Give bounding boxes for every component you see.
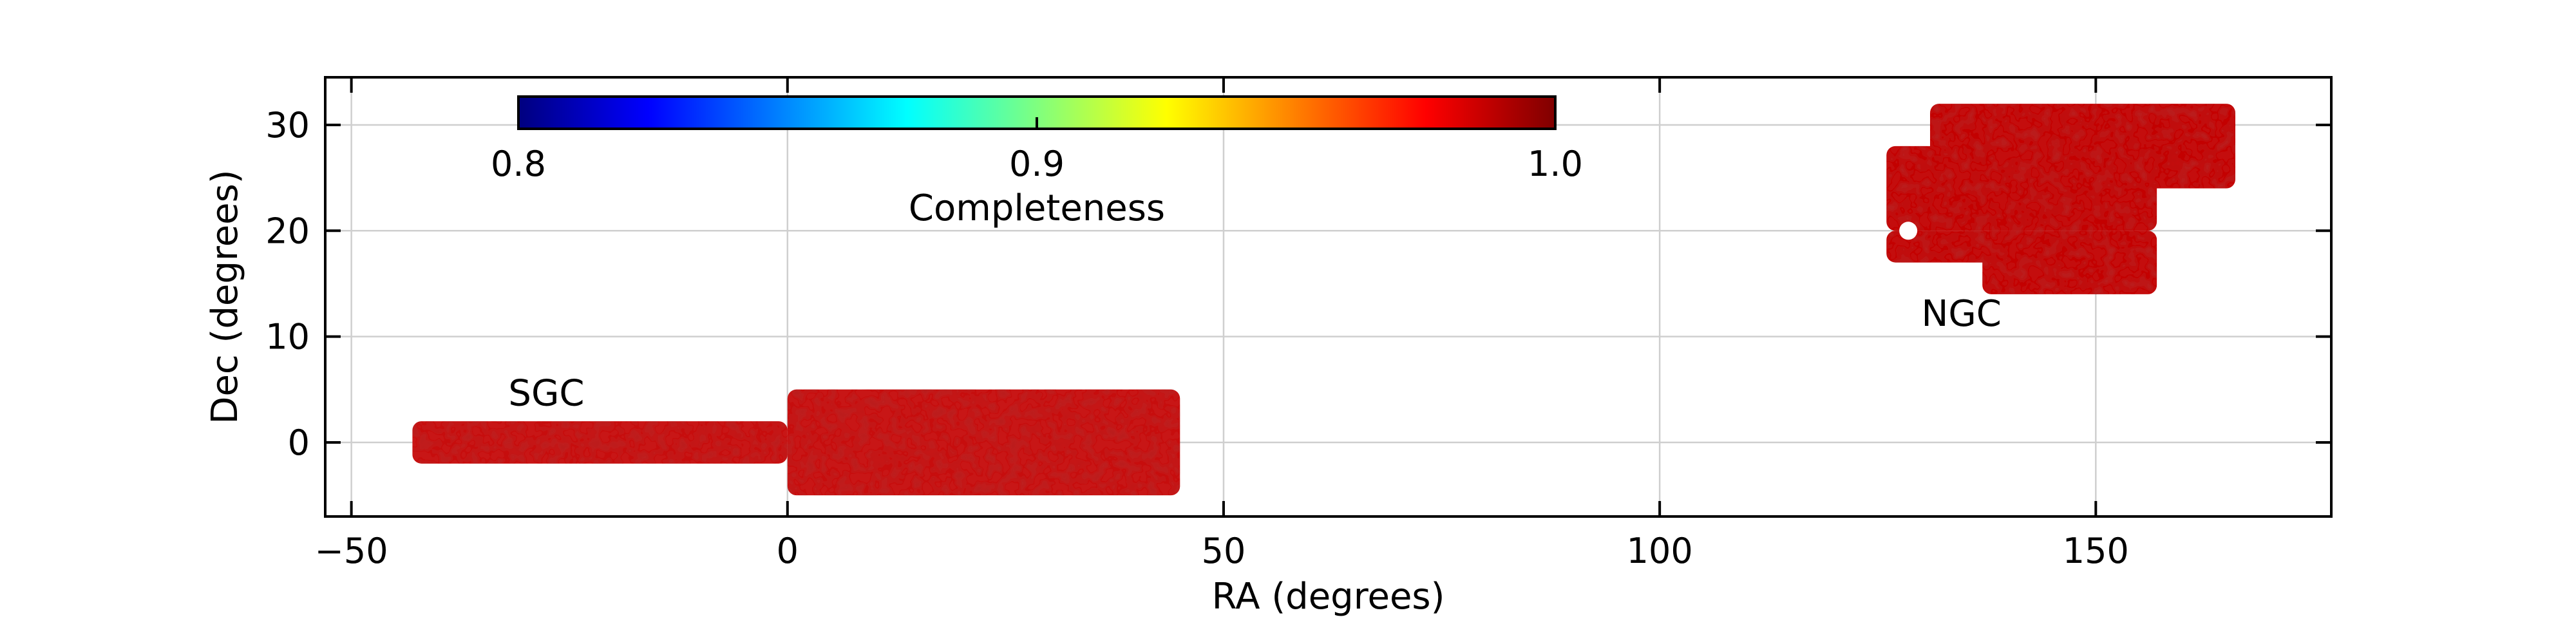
colorbar-tick-label: 0.9 <box>1009 144 1065 184</box>
x-tick-label: 0 <box>777 531 799 571</box>
footprint-patch <box>1982 231 2157 294</box>
x-tick-label: 100 <box>1627 531 1693 571</box>
sgc-label: SGC <box>508 372 584 414</box>
x-tick-label: 50 <box>1202 531 1246 571</box>
footprint-patch <box>412 421 788 464</box>
plot-frame <box>324 76 2333 518</box>
y-tick-label: 0 <box>288 422 310 463</box>
ngc-hole <box>1899 222 1918 240</box>
colorbar-label: Completeness <box>909 187 1165 229</box>
region-ngc <box>1886 104 2236 294</box>
y-tick-label: 30 <box>265 105 310 146</box>
x-axis-title: RA (degrees) <box>1212 576 1445 618</box>
axis-ticks <box>325 77 2331 516</box>
colorbar-tick-label: 0.8 <box>491 144 546 184</box>
region-labels: SGC NGC <box>508 293 2001 414</box>
region-sgc <box>412 389 1180 496</box>
footprint-patch <box>787 389 1180 496</box>
colorbar-ticks: 0.8 0.9 1.0 <box>491 117 1583 184</box>
ngc-label: NGC <box>1921 293 2001 335</box>
footprint-patch <box>1886 146 2157 231</box>
x-tick-label: 150 <box>2063 531 2129 571</box>
colorbar: 0.8 0.9 1.0 Completeness <box>491 95 1583 229</box>
x-tick-label: −50 <box>315 531 388 571</box>
survey-regions <box>412 104 2236 496</box>
y-axis-title: Dec (degrees) <box>204 169 246 424</box>
colorbar-tick-label: 1.0 <box>1528 144 1583 184</box>
y-tick-label: 10 <box>265 317 310 357</box>
y-tick-label: 20 <box>265 211 310 251</box>
tick-labels: −50 0 50 100 150 0 10 20 30 <box>265 105 2129 571</box>
